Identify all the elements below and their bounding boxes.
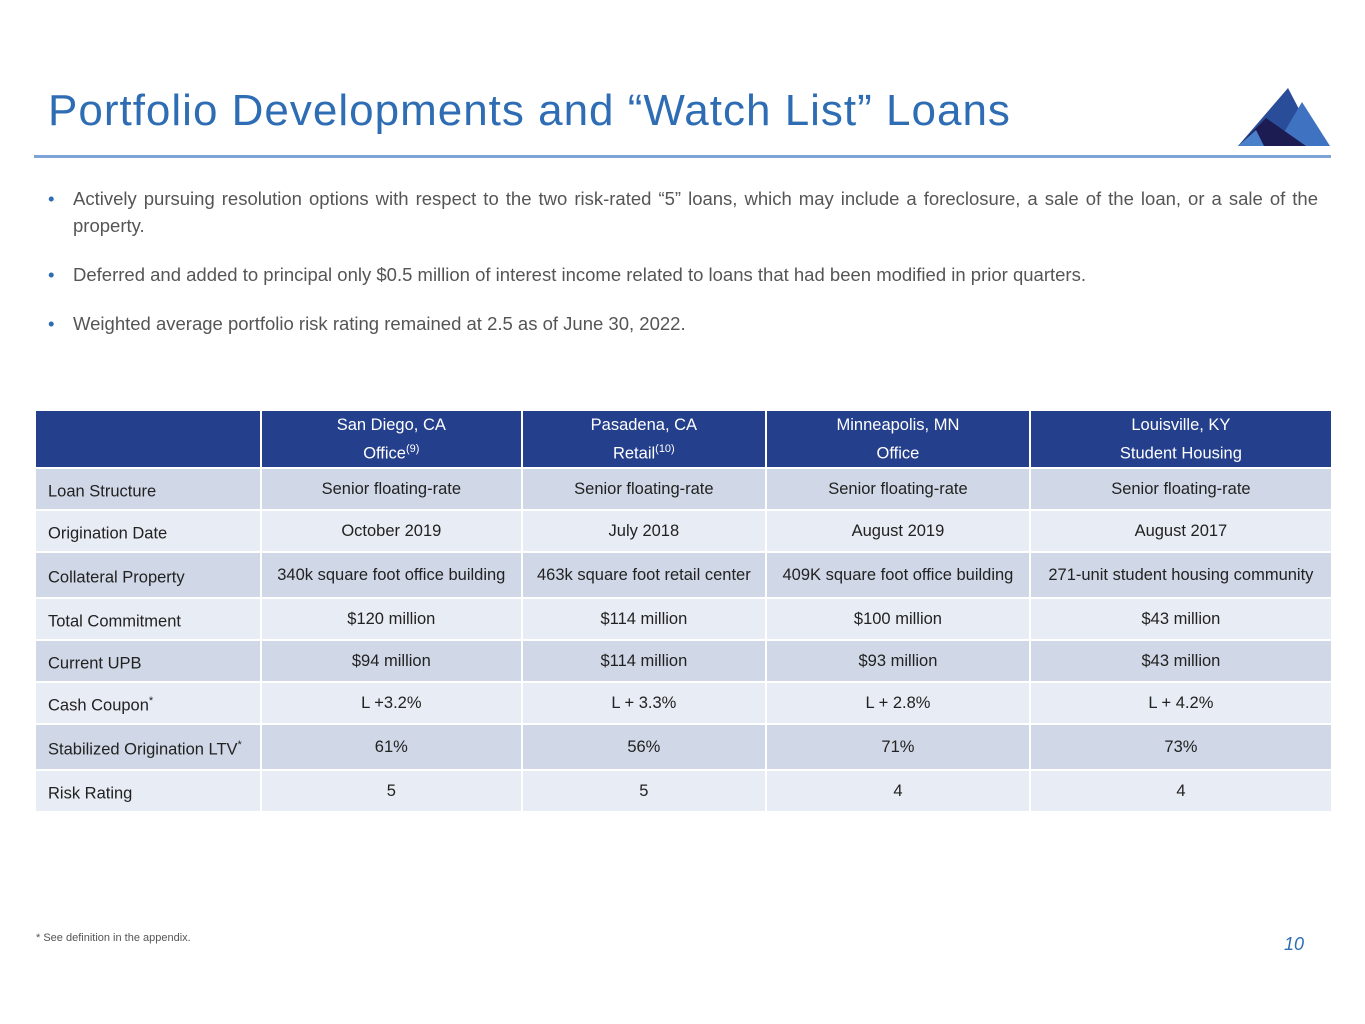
row-label: Current UPB (36, 641, 260, 681)
row-label: Stabilized Origination LTV* (36, 725, 260, 769)
row-label: Risk Rating (36, 771, 260, 811)
row-label: Collateral Property (36, 553, 260, 597)
column-city: San Diego, CA (336, 415, 446, 434)
table-cell: $43 million (1030, 641, 1331, 681)
column-header: Pasadena, CA Retail(10) (522, 411, 766, 467)
bullet-item: • Deferred and added to principal only $0… (48, 261, 1318, 288)
header-blank (36, 411, 260, 467)
table-cell: 271-unit student housing community (1030, 553, 1331, 597)
bullet-list: • Actively pursuing resolution options wi… (48, 185, 1318, 359)
row-label-text: Stabilized Origination LTV (48, 740, 238, 759)
table-cell: L +3.2% (262, 683, 521, 723)
row-label-note: * (148, 694, 154, 707)
footnote: * See definition in the appendix. (36, 932, 191, 944)
column-type: Office (876, 444, 920, 463)
bullet-icon: • (48, 313, 55, 334)
column-header: Louisville, KY Student Housing (1030, 411, 1331, 467)
title-divider (34, 155, 1331, 158)
table-cell: $43 million (1030, 599, 1331, 639)
table-row: Current UPB $94 million $114 million $93 mi… (36, 641, 1331, 681)
row-label-text: Origination Date (48, 524, 168, 543)
bullet-icon: • (48, 188, 55, 209)
bullet-icon: • (48, 264, 55, 285)
table-cell: L + 3.3% (522, 683, 766, 723)
table-cell: $120 million (262, 599, 521, 639)
column-city: Louisville, KY (1131, 415, 1231, 434)
table-cell: L + 4.2% (1030, 683, 1331, 723)
table-cell: October 2019 (262, 511, 521, 551)
table-header-row: San Diego, CA Office(9) Pasadena, CA Retail… (36, 411, 1331, 467)
table-row: Loan Structure Senior floating-rate Senior… (36, 469, 1331, 509)
table-cell: $94 million (262, 641, 521, 681)
table-cell: 340k square foot office building (262, 553, 521, 597)
row-label-text: Risk Rating (48, 784, 133, 803)
row-label: Total Commitment (36, 599, 260, 639)
mountain-logo-icon (1238, 88, 1330, 146)
table-cell: 463k square foot retail center (522, 553, 766, 597)
table-cell: $114 million (522, 599, 766, 639)
table-row: Cash Coupon* L +3.2% L + 3.3% L + 2.8% L + 4… (36, 683, 1331, 723)
table-cell: 71% (767, 725, 1029, 769)
table-cell: July 2018 (522, 511, 766, 551)
column-header: San Diego, CA Office(9) (262, 411, 521, 467)
table-cell: 4 (767, 771, 1029, 811)
table-cell: Senior floating-rate (1030, 469, 1331, 509)
table-cell: Senior floating-rate (767, 469, 1029, 509)
table-row: Total Commitment $120 million $114 million… (36, 599, 1331, 639)
column-type: Retail (612, 444, 656, 463)
column-note: (10) (655, 442, 675, 455)
bullet-text: Actively pursuing resolution options wit… (73, 188, 1318, 236)
page-number: 10 (1284, 934, 1305, 954)
bullet-text: Deferred and added to principal only $0.… (73, 264, 1086, 285)
table-cell: 5 (262, 771, 521, 811)
column-note: (9) (405, 442, 420, 455)
column-type: Office (363, 444, 406, 463)
page-title: Portfolio Developments and “Watch List” … (48, 86, 1011, 135)
table-cell: $114 million (522, 641, 766, 681)
table-row: Stabilized Origination LTV* 61% 56% 71% 73% (36, 725, 1331, 769)
row-label-text: Loan Structure (48, 482, 157, 501)
table-cell: Senior floating-rate (522, 469, 766, 509)
row-label-text: Collateral Property (48, 568, 185, 587)
table-cell: 56% (522, 725, 766, 769)
row-label-note: * (237, 738, 242, 751)
row-label: Cash Coupon* (36, 683, 260, 723)
table-cell: $93 million (767, 641, 1029, 681)
table-cell: August 2017 (1030, 511, 1331, 551)
bullet-text: Weighted average portfolio risk rating r… (73, 313, 686, 334)
column-header: Minneapolis, MN Office (767, 411, 1029, 467)
bullet-item: • Actively pursuing resolution options wi… (48, 185, 1318, 239)
table-row: Collateral Property 340k square foot offi… (36, 553, 1331, 597)
bullet-item: • Weighted average portfolio risk rating … (48, 310, 1318, 337)
column-city: Minneapolis, MN (836, 415, 960, 434)
table-cell: 409K square foot office building (767, 553, 1029, 597)
table-row: Origination Date October 2019 July 2018 Aug… (36, 511, 1331, 551)
table-cell: August 2019 (767, 511, 1029, 551)
row-label-text: Total Commitment (48, 612, 181, 631)
row-label: Loan Structure (36, 469, 260, 509)
table-cell: 73% (1030, 725, 1331, 769)
table-row: Risk Rating 5 5 4 4 (36, 771, 1331, 811)
column-type: Student Housing (1119, 444, 1242, 463)
table-cell: L + 2.8% (767, 683, 1029, 723)
table-cell: 61% (262, 725, 521, 769)
row-label-text: Current UPB (48, 654, 142, 673)
watch-list-table: San Diego, CA Office(9) Pasadena, CA Retail… (34, 409, 1333, 813)
row-label-text: Cash Coupon (48, 696, 149, 715)
table-cell: Senior floating-rate (262, 469, 521, 509)
column-city: Pasadena, CA (590, 415, 698, 434)
table-cell: 5 (522, 771, 766, 811)
table-cell: $100 million (767, 599, 1029, 639)
row-label: Origination Date (36, 511, 260, 551)
table-cell: 4 (1030, 771, 1331, 811)
